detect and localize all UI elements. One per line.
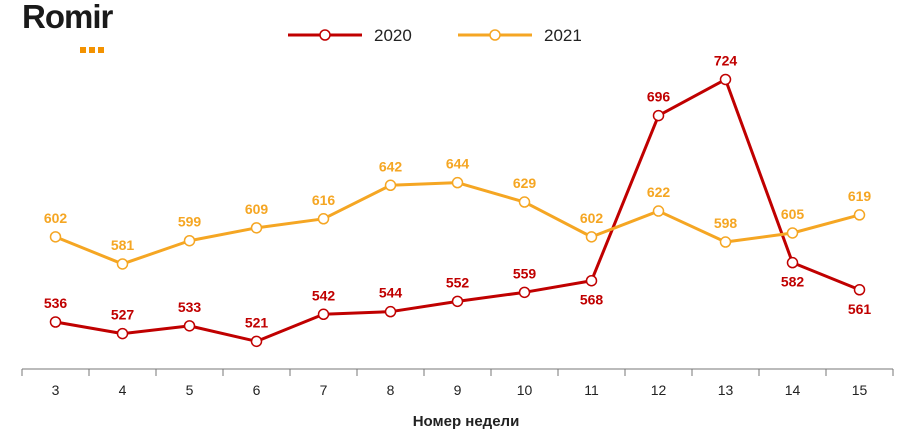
data-label-2020: 544 (379, 285, 403, 301)
data-label-2021: 609 (245, 201, 269, 217)
x-tick-label: 10 (517, 382, 533, 398)
data-label-2021: 622 (647, 184, 671, 200)
x-tick-label: 9 (454, 382, 462, 398)
data-label-2021: 644 (446, 156, 470, 172)
data-label-2021: 598 (714, 215, 738, 231)
data-point-2020 (116, 327, 129, 340)
data-point-2021 (652, 205, 665, 217)
data-point-2021 (317, 213, 330, 225)
data-label-2020: 561 (848, 301, 872, 317)
data-point-2021 (853, 209, 866, 221)
data-label-2020: 527 (111, 307, 135, 323)
x-tick-label: 11 (584, 382, 599, 398)
data-point-2020 (652, 109, 665, 122)
legend-marker-2020 (319, 29, 331, 41)
x-tick-label: 7 (320, 382, 328, 398)
data-label-2020: 559 (513, 265, 537, 281)
logo-text: Romir (22, 0, 113, 35)
data-label-2021: 629 (513, 175, 537, 191)
data-label-2021: 619 (848, 188, 872, 204)
data-label-2021: 616 (312, 192, 336, 208)
data-label-2020: 724 (714, 52, 738, 68)
romir-logo: Romir (22, 0, 162, 53)
data-point-2020 (183, 320, 196, 332)
x-axis-title: Номер недели (413, 413, 520, 430)
x-tick-label: 8 (387, 382, 395, 398)
data-point-2021 (719, 236, 732, 248)
data-point-2020 (786, 256, 799, 269)
legend-label-2021: 2021 (544, 26, 582, 45)
legend-marker-2021 (489, 29, 501, 41)
data-point-2020 (719, 73, 732, 86)
data-label-2021: 599 (178, 214, 202, 230)
data-point-2021 (585, 231, 598, 243)
data-point-2021 (49, 231, 62, 243)
data-point-2021 (116, 258, 129, 270)
data-label-2021: 642 (379, 158, 403, 174)
data-point-2020 (384, 305, 397, 318)
x-tick-label: 12 (651, 382, 667, 398)
x-tick-label: 14 (785, 382, 801, 398)
x-tick-label: 15 (852, 382, 868, 398)
data-label-2021: 602 (44, 210, 68, 226)
data-point-2020 (585, 274, 598, 287)
data-point-2021 (384, 179, 397, 192)
x-tick-label: 6 (253, 382, 261, 398)
data-label-2021: 581 (111, 237, 135, 253)
legend-label-2020: 2020 (374, 26, 412, 45)
data-label-2020: 521 (245, 314, 269, 330)
logo-dots (80, 40, 107, 58)
data-point-2020 (250, 335, 263, 348)
data-point-2020 (451, 295, 464, 308)
x-tick-label: 13 (718, 382, 734, 398)
data-point-2021 (451, 176, 464, 189)
data-label-2020: 552 (446, 274, 470, 290)
x-tick-label: 5 (186, 382, 194, 398)
data-label-2020: 542 (312, 287, 336, 303)
x-tick-label: 4 (119, 382, 127, 398)
data-point-2021 (518, 196, 531, 208)
x-tick-label: 3 (52, 382, 60, 398)
data-point-2020 (49, 316, 62, 328)
data-point-2020 (518, 286, 531, 299)
data-label-2020: 533 (178, 299, 202, 315)
data-label-2020: 536 (44, 295, 68, 311)
data-point-2021 (183, 234, 196, 247)
data-point-2021 (250, 222, 263, 234)
data-label-2020: 582 (781, 274, 805, 290)
data-label-2020: 696 (647, 89, 671, 105)
data-point-2020 (853, 284, 866, 296)
data-label-2020: 568 (580, 292, 604, 308)
data-label-2021: 605 (781, 206, 805, 222)
data-point-2020 (317, 308, 330, 321)
data-label-2021: 602 (580, 210, 604, 226)
series-line-2021 (54, 181, 860, 266)
data-point-2021 (786, 227, 799, 239)
